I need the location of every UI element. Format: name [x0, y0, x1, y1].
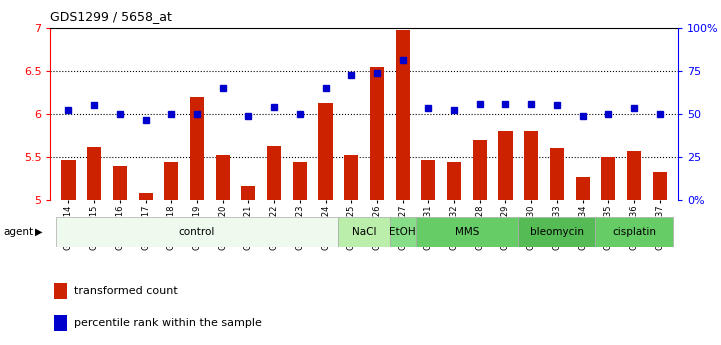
- FancyBboxPatch shape: [518, 217, 596, 247]
- Bar: [190, 97, 204, 200]
- Bar: [473, 140, 487, 200]
- Bar: [61, 160, 76, 200]
- Bar: [627, 151, 641, 200]
- Text: transformed count: transformed count: [74, 286, 178, 296]
- Bar: [550, 148, 564, 200]
- FancyBboxPatch shape: [56, 217, 338, 247]
- Bar: [87, 147, 101, 200]
- Bar: [216, 155, 230, 200]
- Bar: [267, 146, 281, 200]
- Bar: [421, 160, 435, 200]
- Bar: [370, 67, 384, 200]
- Bar: [53, 283, 67, 299]
- Bar: [164, 162, 178, 200]
- Text: cisplatin: cisplatin: [612, 227, 656, 237]
- FancyBboxPatch shape: [338, 217, 390, 247]
- Bar: [319, 104, 332, 200]
- Bar: [112, 166, 127, 200]
- Text: control: control: [179, 227, 215, 237]
- FancyBboxPatch shape: [415, 217, 518, 247]
- Bar: [498, 131, 513, 200]
- Bar: [396, 30, 410, 200]
- Bar: [242, 186, 255, 200]
- Text: MMS: MMS: [455, 227, 479, 237]
- Bar: [447, 162, 461, 200]
- Bar: [344, 155, 358, 200]
- FancyBboxPatch shape: [390, 217, 415, 247]
- Bar: [524, 131, 539, 200]
- Text: GDS1299 / 5658_at: GDS1299 / 5658_at: [50, 10, 172, 23]
- Text: NaCl: NaCl: [352, 227, 376, 237]
- Text: EtOH: EtOH: [389, 227, 416, 237]
- Bar: [138, 193, 153, 200]
- Bar: [601, 157, 616, 200]
- Bar: [53, 315, 67, 331]
- Bar: [653, 171, 667, 200]
- Text: percentile rank within the sample: percentile rank within the sample: [74, 318, 262, 328]
- Text: agent: agent: [4, 227, 34, 237]
- Bar: [575, 177, 590, 200]
- Bar: [293, 162, 307, 200]
- Text: ▶: ▶: [35, 227, 42, 237]
- FancyBboxPatch shape: [596, 217, 673, 247]
- Text: bleomycin: bleomycin: [530, 227, 584, 237]
